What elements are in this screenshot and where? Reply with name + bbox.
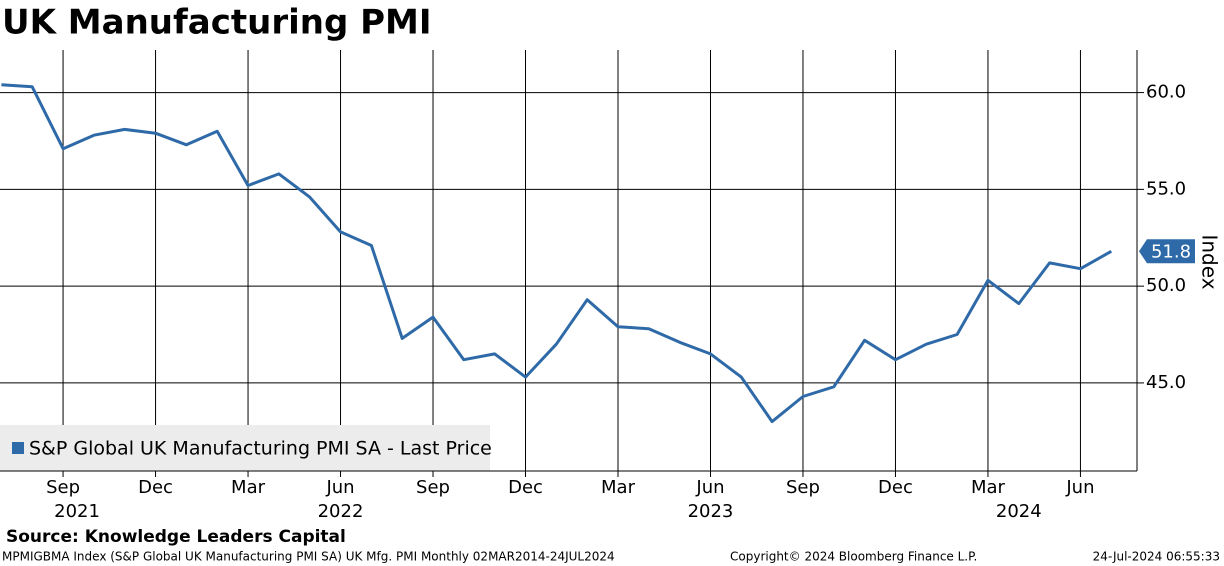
legend-swatch [12,442,24,454]
legend [0,425,490,471]
x-tick-label: Sep [416,477,450,498]
last-value-label: 51.8 [1151,241,1191,262]
x-tick-label: Sep [46,477,80,498]
year-label: 2024 [996,501,1042,522]
year-label: 2021 [54,501,100,522]
line-series [1,83,1113,424]
chart-title: UK Manufacturing PMI [2,3,432,43]
x-tick-label: Dec [138,477,173,498]
year-label: 2022 [318,501,364,522]
x-tick-label: Jun [1065,477,1094,498]
x-tick-label: Dec [508,477,543,498]
x-tick-label: Dec [878,477,913,498]
footer-right: 24-Jul-2024 06:55:33 [1093,550,1220,564]
y-tick-label: 45.0 [1146,372,1186,393]
source: Source: Knowledge Leaders Capital [6,527,346,547]
year-label: 2023 [688,501,734,522]
y-tick-label: 55.0 [1146,178,1186,199]
x-tick-label: Jun [325,477,354,498]
y-axis-label: Index [1198,234,1222,289]
footer-center: Copyright© 2024 Bloomberg Finance L.P. [730,550,977,564]
last-value-tag [1139,239,1195,264]
x-tick-label: Sep [786,477,820,498]
footer-left: MPMIGBMA Index (S&P Global UK Manufactur… [2,550,615,564]
y-tick-label: 60.0 [1146,82,1186,103]
x-tick-label: Jun [695,477,724,498]
x-tick-label: Mar [601,477,636,498]
x-tick-label: Mar [971,477,1006,498]
legend-label: S&P Global UK Manufacturing PMI SA - Las… [29,438,492,460]
y-tick-label: 50.0 [1146,275,1186,296]
x-tick-label: Mar [231,477,266,498]
